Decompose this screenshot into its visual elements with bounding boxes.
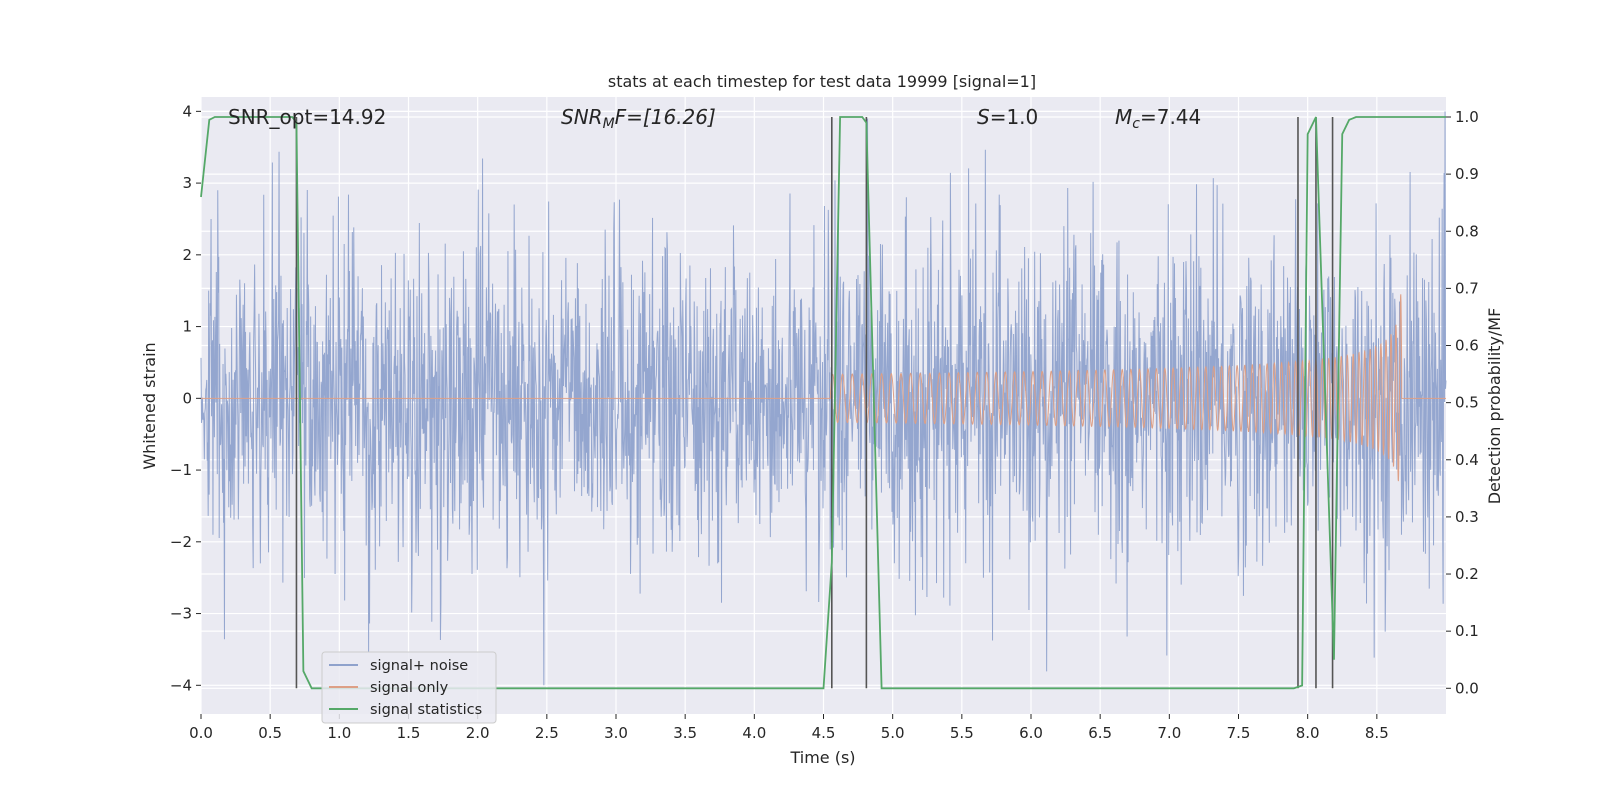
- y-axis-ticks: 4 3 2 1 0 −1 −2 −3 −4: [170, 102, 201, 694]
- x-tick-label: 5.0: [881, 724, 905, 742]
- legend-label-signal-only: signal only: [370, 680, 449, 696]
- y2-axis-label: Detection probability/MF: [1485, 308, 1504, 505]
- y2-tick-label: 0.6: [1455, 337, 1479, 355]
- x-tick-label: 2.5: [535, 724, 559, 742]
- y2-tick-label: 0.2: [1455, 565, 1479, 583]
- y2-tick-label: 1.0: [1455, 108, 1479, 126]
- x-tick-label: 7.5: [1227, 724, 1251, 742]
- x-tick-label: 5.5: [950, 724, 974, 742]
- legend-box: [321, 651, 497, 724]
- mc-rest: =7.44: [1140, 105, 1201, 129]
- x-tick-label: 0.0: [189, 724, 213, 742]
- y-tick-label: 0: [182, 389, 192, 407]
- y-tick-label: 4: [182, 102, 192, 120]
- x-tick-label: 4.0: [742, 724, 766, 742]
- y-axis-label: Whitened strain: [140, 342, 159, 469]
- y2-tick-label: 0.4: [1455, 451, 1479, 469]
- y-tick-label: −2: [170, 533, 192, 551]
- mc-sub: c: [1132, 116, 1140, 132]
- x-tick-label: 1.0: [327, 724, 351, 742]
- mc-annotation: Mc=7.44: [1115, 105, 1201, 132]
- y2-tick-label: 0.1: [1455, 622, 1479, 640]
- snr-opt-annotation: SNR_opt=14.92: [228, 105, 386, 129]
- y2-tick-label: 0.0: [1455, 679, 1479, 697]
- snr-mf-annotation: SNRMF=[16.26]: [561, 105, 716, 132]
- x-tick-label: 8.5: [1365, 724, 1389, 742]
- y2-tick-label: 0.8: [1455, 222, 1479, 240]
- s-annotation: S=1.0: [977, 105, 1038, 129]
- y2-tick-label: 0.3: [1455, 508, 1479, 526]
- y-tick-label: −3: [170, 605, 192, 623]
- y2-tick-label: 0.9: [1455, 165, 1479, 183]
- y2-tick-label: 0.5: [1455, 394, 1479, 412]
- y2-axis-ticks: 1.0 0.9 0.8 0.7 0.6 0.5 0.4 0.3 0.2 0.1 0.0: [1446, 108, 1479, 697]
- x-tick-label: 2.0: [466, 724, 490, 742]
- x-tick-label: 6.5: [1088, 724, 1112, 742]
- snr-mf-rest: F=[16.26]: [615, 105, 716, 129]
- legend-label-signal-noise: signal+ noise: [370, 658, 468, 674]
- y2-tick-label: 0.7: [1455, 279, 1479, 297]
- x-tick-label: 3.0: [604, 724, 628, 742]
- mc-base: M: [1115, 105, 1132, 129]
- legend-label-signal-statistics: signal statistics: [370, 702, 482, 718]
- s-base: S: [977, 105, 990, 129]
- x-tick-label: 6.0: [1019, 724, 1043, 742]
- series-signal-only: [201, 294, 1446, 482]
- x-tick-label: 7.0: [1157, 724, 1181, 742]
- y-tick-label: 3: [182, 174, 192, 192]
- x-tick-label: 1.5: [397, 724, 421, 742]
- x-tick-label: 0.5: [258, 724, 282, 742]
- y-tick-label: −1: [170, 461, 192, 479]
- series-signal-statistics: [200, 116, 1446, 690]
- s-rest: =1.0: [990, 105, 1039, 129]
- x-axis-ticks: 0.0 0.5 1.0 1.5 2.0 2.5 3.0 3.5 4.0 4.5 5.0 5.5 6.0 6…: [189, 714, 1389, 742]
- x-tick-label: 4.5: [812, 724, 836, 742]
- series-signal-noise: [200, 111, 1447, 686]
- detection-vlines: [295, 116, 1334, 689]
- y-tick-label: 2: [182, 246, 192, 264]
- snr-mf-sub: M: [603, 116, 615, 132]
- snr-mf-base: SNR: [561, 105, 603, 129]
- chart-title: stats at each timestep for test data 199…: [608, 72, 1036, 91]
- x-tick-label: 8.0: [1296, 724, 1320, 742]
- x-axis-label: Time (s): [789, 748, 855, 767]
- legend: signal+ noise signal only signal statist…: [321, 651, 497, 724]
- y-tick-label: −4: [170, 676, 192, 694]
- x-tick-label: 3.5: [673, 724, 697, 742]
- y-tick-label: 1: [182, 318, 192, 336]
- noise-trace: [200, 111, 1447, 686]
